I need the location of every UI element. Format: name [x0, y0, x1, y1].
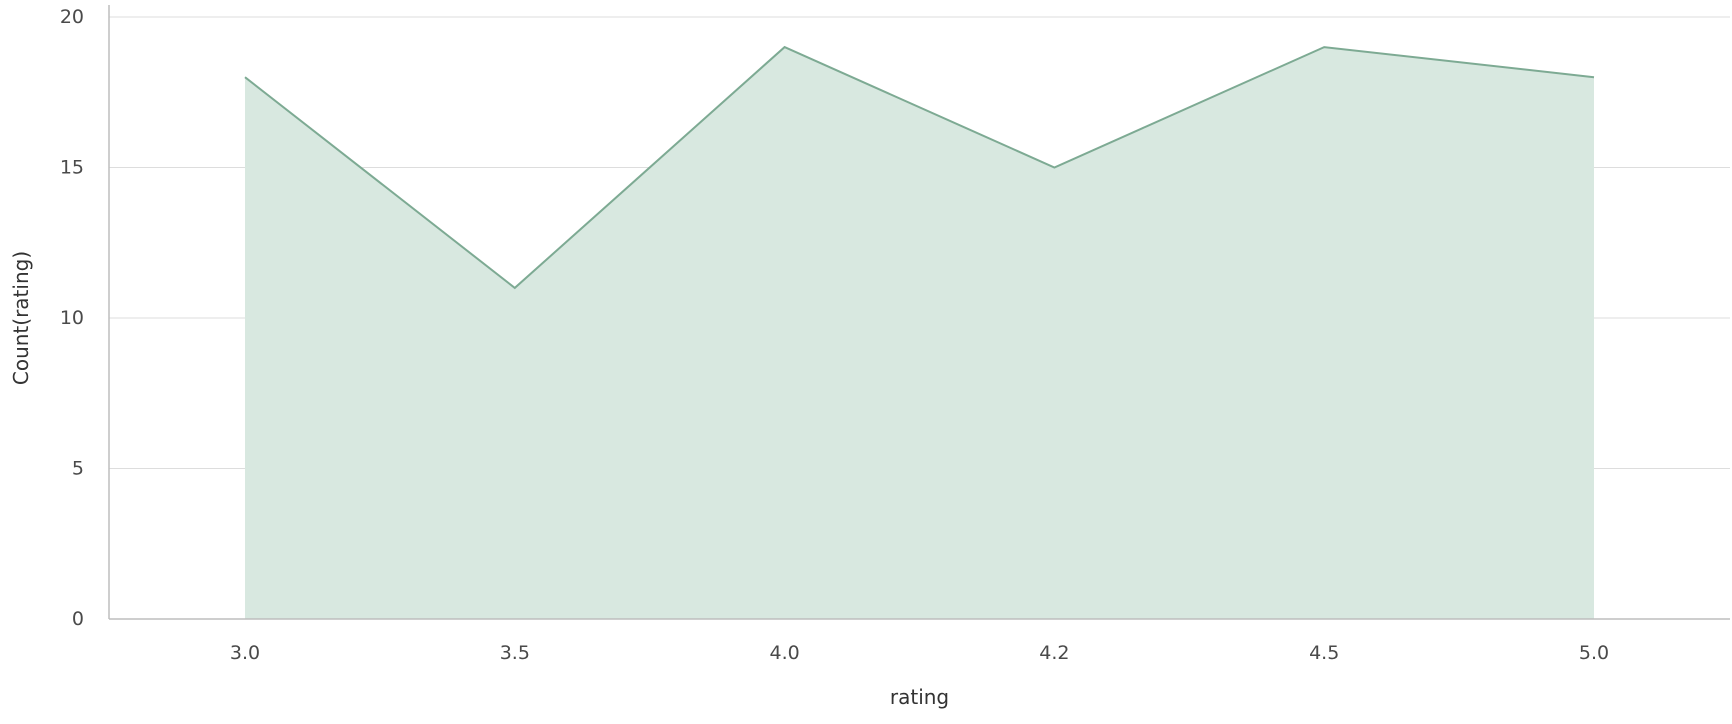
- x-axis-title: rating: [890, 685, 949, 709]
- x-tick-label-3-0: 3.0: [230, 642, 260, 664]
- y-tick-label-15: 15: [60, 157, 84, 179]
- y-tick-label-20: 20: [60, 6, 84, 28]
- area-fill: [245, 47, 1594, 620]
- x-axis-ticks: 3.0 3.5 4.0 4.2 4.5 5.0: [230, 642, 1609, 664]
- x-tick-label-5-0: 5.0: [1579, 642, 1609, 664]
- x-tick-label-4-2: 4.2: [1039, 642, 1069, 664]
- x-tick-label-4-5: 4.5: [1309, 642, 1339, 664]
- y-tick-label-0: 0: [72, 608, 84, 630]
- y-tick-label-10: 10: [60, 307, 84, 329]
- y-axis-title: Count(rating): [9, 251, 33, 385]
- y-axis-ticks: 0 5 10 15 20: [60, 6, 84, 630]
- x-tick-label-4-0: 4.0: [769, 642, 799, 664]
- x-tick-label-3-5: 3.5: [500, 642, 530, 664]
- area-series: [244, 45, 1595, 620]
- area-line: [244, 45, 1595, 290]
- y-tick-label-5: 5: [72, 458, 84, 480]
